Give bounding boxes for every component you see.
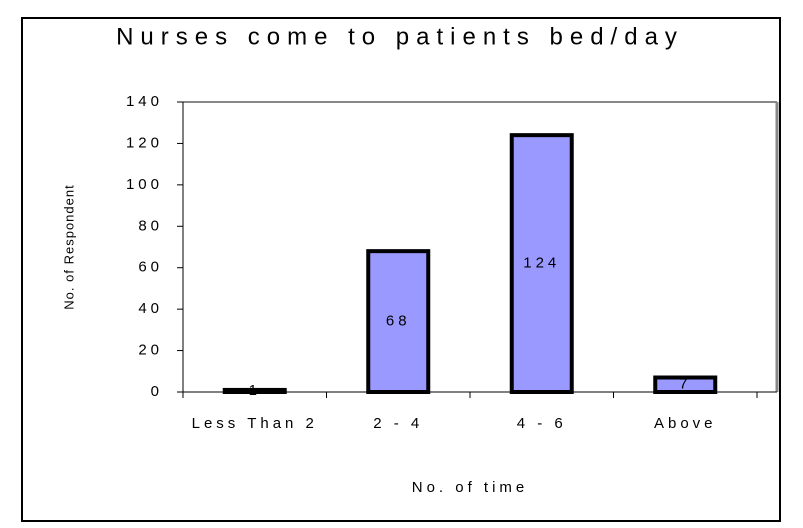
y-axis-label: No. of Respondent: [61, 184, 76, 309]
data-label: 124: [523, 255, 560, 272]
y-tick-label: 20: [138, 342, 163, 359]
y-tick-label: 100: [126, 176, 163, 193]
bar: [222, 387, 287, 394]
y-tick-label: 80: [138, 217, 163, 234]
x-tick-label: 2 - 4: [373, 415, 423, 432]
x-tick-label: Above: [654, 415, 717, 432]
data-label: 7: [679, 376, 691, 393]
bar: [509, 133, 574, 394]
y-tick-label: 60: [138, 259, 163, 276]
chart-border: [21, 17, 781, 522]
bar: [366, 249, 431, 394]
y-tick-label: 140: [126, 93, 163, 110]
x-tick-label: 4 - 6: [517, 415, 567, 432]
data-label: 68: [386, 313, 411, 330]
chart-title: Nurses come to patients bed/day: [116, 23, 684, 50]
bar: [653, 375, 718, 394]
y-tick-label: 40: [138, 300, 163, 317]
x-tick-label: Less Than 2: [192, 415, 318, 432]
y-tick-label: 0: [151, 383, 163, 400]
x-axis-label: No. of time: [412, 479, 529, 496]
y-tick-label: 120: [126, 134, 163, 151]
data-label: 1: [249, 382, 261, 399]
